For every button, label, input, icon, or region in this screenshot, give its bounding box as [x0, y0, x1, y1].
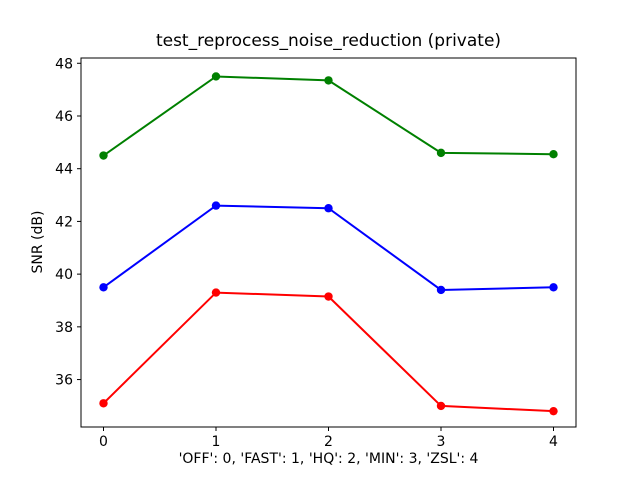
- y-tick-label: 38: [55, 320, 73, 336]
- data-point-marker-red: [549, 406, 558, 416]
- data-point-marker-blue: [549, 283, 558, 292]
- x-axis-label: 'OFF': 0, 'FAST': 1, 'HQ': 2, 'MIN': 3, …: [178, 451, 479, 467]
- data-point-marker-green: [549, 150, 558, 159]
- plot-frame: [80, 57, 577, 428]
- data-point-marker-green: [436, 148, 446, 158]
- y-tick-label: 36: [55, 373, 73, 389]
- x-tick-label: 2: [324, 434, 333, 450]
- data-point-marker-green: [99, 151, 108, 160]
- line-series-green: [102, 75, 554, 157]
- data-point-marker-red: [211, 288, 221, 297]
- x-tick-label: 3: [437, 434, 446, 450]
- x-tick-label: 1: [212, 434, 221, 450]
- data-point-marker-blue: [211, 201, 221, 210]
- y-tick-label: 48: [55, 56, 73, 72]
- data-point-marker-blue: [99, 283, 108, 292]
- y-tick-label: 42: [55, 214, 73, 230]
- line-series-blue: [102, 204, 554, 291]
- y-tick-label: 44: [55, 162, 73, 178]
- data-point-marker-blue: [436, 285, 446, 295]
- data-point-marker-green: [211, 72, 221, 81]
- chart-title: test_reprocess_noise_reduction (private): [155, 31, 502, 51]
- data-point-marker-red: [99, 399, 108, 408]
- y-tick-label: 46: [55, 109, 73, 125]
- line-series-red: [102, 291, 554, 413]
- data-point-marker-red: [324, 292, 333, 301]
- data-point-marker-green: [324, 76, 333, 85]
- data-point-marker-red: [436, 401, 446, 411]
- x-tick-label: 0: [99, 434, 108, 450]
- x-tick-label: 4: [549, 434, 558, 450]
- y-axis-label: SNR (dB): [30, 210, 46, 274]
- y-tick-label: 40: [55, 267, 73, 283]
- data-point-marker-blue: [324, 204, 333, 213]
